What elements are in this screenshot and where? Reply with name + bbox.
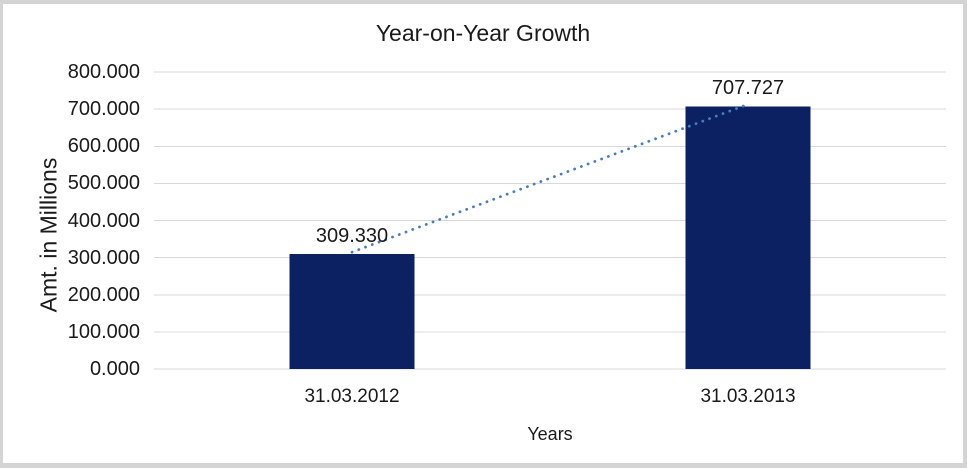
y-tick-label: 300.000 <box>67 246 140 269</box>
y-tick-label: 100.000 <box>67 320 140 343</box>
y-tick-label: 0.000 <box>89 358 140 380</box>
bar-value-label: 309.330 <box>315 225 389 248</box>
bar-31.03.2012 <box>289 254 415 369</box>
x-axis-title: Years <box>527 424 573 444</box>
x-tick-label: 31.03.2012 <box>304 386 400 407</box>
trendline <box>350 102 750 254</box>
y-tick-label: 500.000 <box>67 172 140 195</box>
y-tick-label: 400.000 <box>67 209 140 232</box>
bar-31.03.2013 <box>685 106 811 369</box>
y-tick-label: 600.000 <box>67 135 140 158</box>
plot-area <box>154 71 946 370</box>
chart-title: Year-on-Year Growth <box>375 20 591 46</box>
bar-value-label: 707.727 <box>711 77 785 100</box>
y-tick-label: 800.000 <box>67 61 140 83</box>
y-tick-label: 700.000 <box>67 98 140 121</box>
y-tick-label: 200.000 <box>67 283 140 306</box>
x-tick-label: 31.03.2013 <box>700 386 796 407</box>
